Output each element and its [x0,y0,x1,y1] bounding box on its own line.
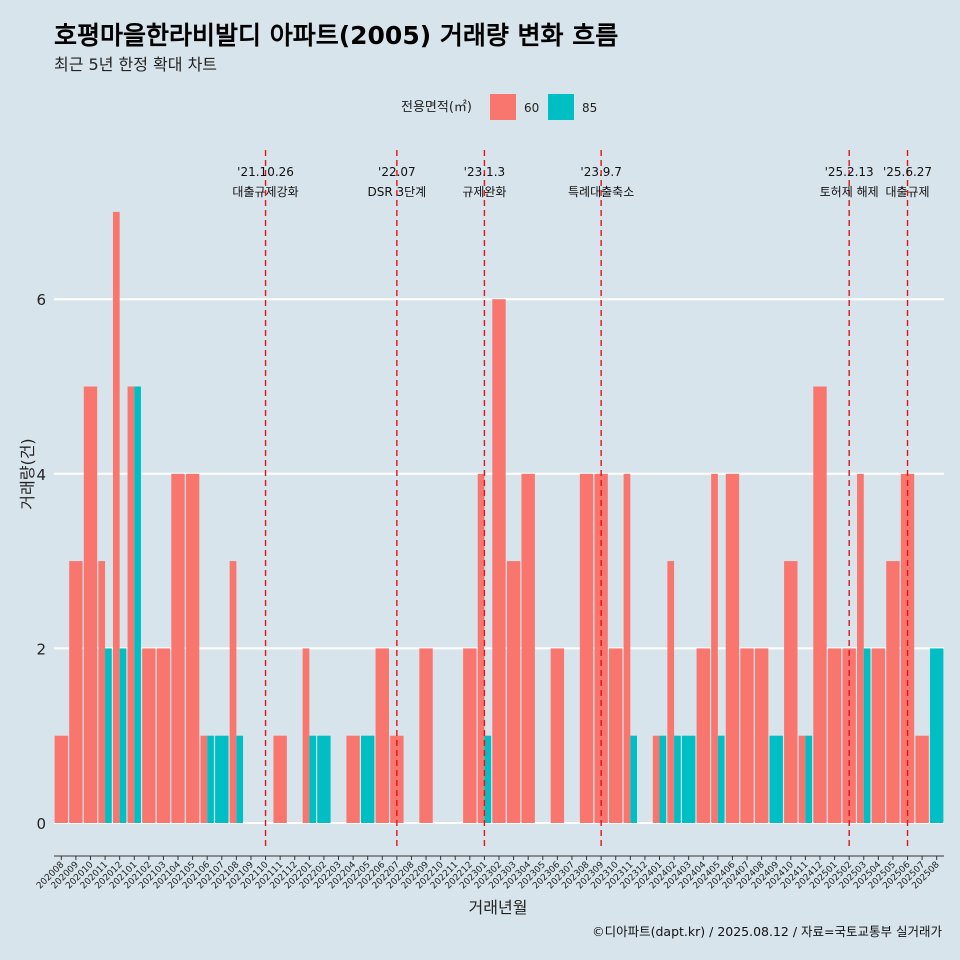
bar-60 [521,473,535,823]
event-label: 토허제 해제 [820,185,879,199]
bar-60 [492,299,506,823]
bar-85 [930,648,944,823]
chart-subtitle: 최근 5년 한정 확대 차트 [54,55,217,74]
bar-85 [769,735,783,823]
legend-title: 전용면적(㎡) [401,100,472,115]
bar-85 [805,735,813,823]
bar-60 [273,735,287,823]
x-axis-title: 거래년월 [469,898,528,917]
bar-85 [659,735,667,823]
event-date: '23.1.3 [464,165,505,179]
event-label: 대출규제 [885,185,929,199]
bar-60 [463,648,477,823]
bar-85 [360,735,375,823]
bar-85 [134,386,141,823]
event-label: DSR 3단계 [368,185,427,199]
bar-85 [215,735,229,823]
bar-60 [477,473,485,823]
legend-label-85: 85 [582,101,597,115]
y-tick-label: 0 [36,815,46,833]
bar-60 [871,648,886,823]
y-axis-title: 거래량(건) [18,438,37,509]
event-date: '25.6.27 [883,165,932,179]
bar-60 [419,648,433,823]
bar-60 [623,473,631,823]
bar-85 [630,735,638,823]
event-label: 대출규제강화 [232,185,298,199]
bar-60 [200,735,208,823]
bar-60 [83,386,98,823]
bar-60 [740,648,754,823]
chart-title: 호평마을한라비발디 아파트(2005) 거래량 변화 흐름 [54,21,618,50]
legend: 전용면적(㎡) 60 85 [401,94,597,120]
bar-60 [798,735,806,823]
y-tick-label: 6 [36,291,46,309]
bar-60 [725,473,740,823]
bar-85 [309,735,317,823]
bar-60 [784,561,798,823]
bar-85 [236,735,244,823]
bar-60 [98,561,106,823]
bar-60 [594,473,608,823]
bar-60 [375,648,389,823]
bar-85 [674,735,681,823]
bar-60 [229,561,237,823]
bar-60 [754,648,769,823]
bar-85 [863,648,871,823]
bar-60 [857,473,864,823]
event-label: 규제완화 [462,185,506,199]
bar-60 [652,735,660,823]
bar-60 [550,648,565,823]
bar-60 [346,735,360,823]
bar-60 [156,648,171,823]
bar-60 [667,561,675,823]
bar-60 [813,386,827,823]
bar-60 [711,473,718,823]
bar-60 [827,648,842,823]
event-date: '23.9.7 [580,165,621,179]
bar-60 [506,561,521,823]
bar-85 [317,735,331,823]
bar-60 [185,473,200,823]
event-label: 특례대출축소 [568,185,634,199]
bar-60 [696,648,710,823]
legend-label-60: 60 [524,101,539,115]
bar-60 [609,648,623,823]
bar-85 [717,735,725,823]
event-date: '22.07 [378,165,416,179]
bar-60 [54,735,68,823]
axes: 2020082020092020102020112020122021012021… [35,855,944,891]
bar-60 [171,473,185,823]
bar-60 [142,648,156,823]
bar-60 [886,561,900,823]
y-tick-label: 2 [36,640,46,658]
bar-60 [900,473,915,823]
bar-85 [119,648,127,823]
bars [54,211,944,823]
event-lines: '21.10.26 대출규제강화 '22.07 DSR 3단계 '23.1.3 규제완화 '… [232,150,932,848]
legend-swatch-60 [490,94,516,120]
y-tick-label: 4 [36,466,46,484]
legend-swatch-85 [548,94,574,120]
bar-85 [105,648,112,823]
caption: ©디아파트(dapt.kr) / 2025.08.12 / 자료=국토교통부 실… [592,924,942,939]
event-date: '25.2.13 [825,165,874,179]
bar-60 [127,386,135,823]
bar-60 [69,561,83,823]
event-date: '21.10.26 [237,165,294,179]
bar-85 [484,735,492,823]
bar-60 [302,648,310,823]
bar-85 [207,735,214,823]
bar-60 [112,211,120,823]
bar-60 [915,735,929,823]
bar-85 [681,735,696,823]
bar-60 [579,473,594,823]
bar-60 [390,735,404,823]
